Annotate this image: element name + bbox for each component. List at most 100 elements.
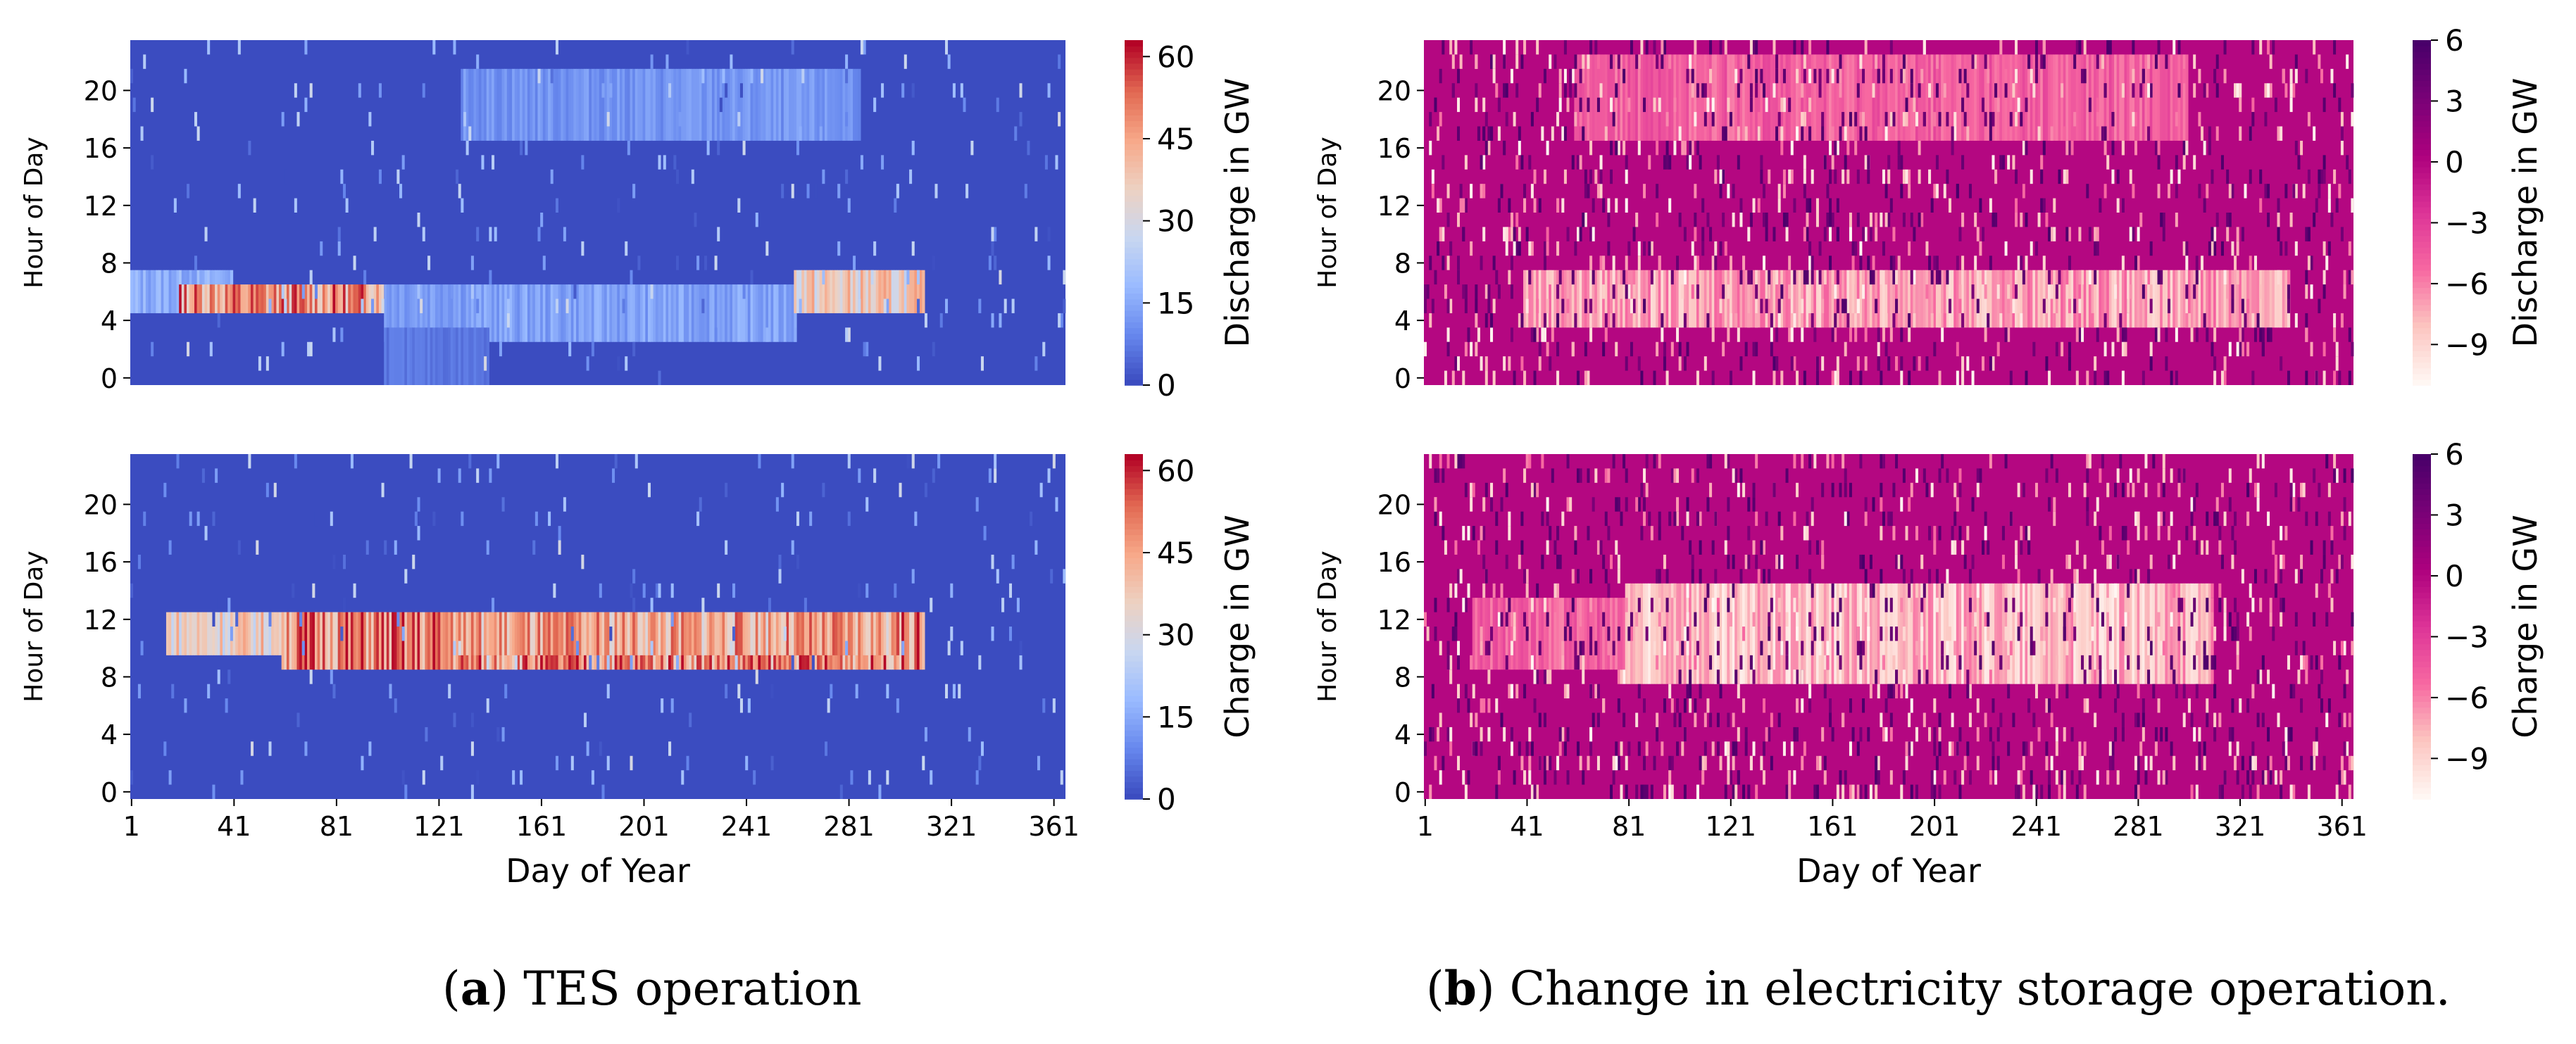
heatmap-cell	[1034, 540, 1038, 555]
heatmap-cell	[2050, 54, 2053, 141]
heatmap-cell	[2088, 97, 2092, 113]
heatmap-cell	[2073, 627, 2077, 641]
heatmap-cell	[1918, 169, 1921, 184]
heatmap-cell	[970, 140, 974, 156]
heatmap-cell	[868, 770, 871, 785]
heatmap-cell	[2009, 583, 2013, 684]
heatmap-cell	[930, 598, 933, 612]
heatmap-cell	[1497, 755, 1501, 771]
heatmap-cell	[1785, 270, 1789, 328]
heatmap-cell	[1689, 54, 1692, 141]
heatmap-cell	[1908, 313, 1911, 328]
heatmap-cell	[1617, 497, 1620, 512]
heatmap-cell	[2020, 256, 2023, 270]
heatmap-cell	[1815, 213, 1819, 227]
heatmap-cell	[2226, 169, 2230, 184]
heatmap-cell	[1859, 727, 1863, 742]
heatmap-cell	[1576, 569, 1580, 584]
heatmap-cell	[453, 612, 456, 670]
heatmap-cell	[512, 68, 515, 141]
heatmap-cell	[1900, 583, 1903, 684]
heatmap-cell	[2315, 511, 2318, 527]
heatmap-cell	[799, 68, 802, 141]
heatmap-cell	[1497, 612, 1501, 627]
heatmap-cell	[1933, 669, 1937, 684]
heatmap-cell	[2259, 669, 2263, 684]
heatmap-cell	[2137, 526, 2140, 541]
heatmap-cell	[1815, 540, 1819, 555]
heatmap-cell	[1480, 698, 1483, 713]
heatmap-cell	[1716, 583, 1720, 684]
heatmap-cell	[1627, 627, 1631, 641]
heatmap-cell	[194, 612, 198, 655]
heatmap-cell	[1691, 270, 1694, 328]
heatmap-cell	[1008, 627, 1012, 641]
heatmap-cell	[2142, 54, 2146, 141]
heatmap-cell	[814, 68, 818, 141]
heatmap-cell	[1897, 54, 1901, 141]
heatmap-cell	[371, 612, 375, 670]
heatmap-cell	[694, 68, 697, 141]
heatmap-cell	[655, 284, 659, 342]
heatmap-cell	[1482, 598, 1486, 670]
heatmap-cell	[1546, 298, 1549, 313]
heatmap-cell	[312, 284, 315, 313]
heatmap-cell	[1668, 54, 1672, 69]
heatmap-cell	[540, 612, 544, 655]
heatmap-cell	[1958, 583, 1962, 684]
heatmap-cell	[1989, 256, 1992, 270]
heatmap-cell	[2256, 497, 2260, 512]
heatmap-cell	[537, 68, 541, 141]
heatmap-cell	[1701, 270, 1705, 328]
heatmap-cell	[2162, 54, 2165, 141]
heatmap-cell	[2318, 54, 2321, 69]
colorbar-segment	[2413, 322, 2431, 329]
heatmap-cell	[2203, 313, 2206, 328]
heatmap-cell	[1686, 54, 1689, 141]
heatmap-cell	[1437, 198, 1440, 213]
heatmap-cell	[292, 583, 295, 598]
heatmap-cell	[2017, 256, 2020, 270]
heatmap-cell	[1490, 497, 1494, 512]
heatmap-cell	[2058, 583, 2061, 684]
heatmap-cell	[2106, 40, 2110, 55]
heatmap-cell	[1587, 97, 1590, 113]
heatmap-cell	[2274, 97, 2277, 113]
heatmap-cell	[632, 184, 636, 199]
heatmap-cell	[1889, 256, 1893, 270]
heatmap-cell	[711, 68, 715, 141]
heatmap-cell	[1884, 112, 1888, 127]
heatmap-cell	[450, 612, 454, 670]
heatmap-cell	[1518, 313, 1521, 328]
heatmap-cell	[1933, 270, 1937, 328]
heatmap-cell	[1849, 213, 1852, 227]
heatmap-cell	[1752, 270, 1756, 328]
heatmap-cell	[1686, 497, 1689, 512]
heatmap-cell	[1902, 213, 1906, 227]
heatmap-cell	[827, 612, 830, 655]
heatmap-cell	[1429, 784, 1432, 799]
heatmap-cell	[1836, 54, 1840, 141]
heatmap-cell	[1722, 270, 1725, 328]
heatmap-cell	[2068, 256, 2071, 270]
heatmap-cell	[1905, 583, 1908, 684]
heatmap-cell	[1525, 627, 1529, 641]
heatmap-cell	[2119, 313, 2122, 328]
heatmap-cell	[1811, 583, 1814, 684]
heatmap-cell	[1475, 298, 1478, 313]
heatmap-cell	[1431, 169, 1434, 184]
heatmap-cell	[1839, 770, 1842, 785]
heatmap-cell	[1732, 270, 1735, 328]
heatmap-cell	[1579, 227, 1582, 241]
heatmap-cell	[2284, 727, 2288, 742]
heatmap-cell	[2032, 341, 2036, 357]
heatmap-cell	[509, 284, 513, 342]
heatmap-cell	[1859, 655, 1863, 670]
heatmap-cell	[215, 468, 218, 483]
heatmap-cell	[2241, 227, 2244, 241]
heatmap-cell	[681, 770, 684, 785]
heatmap-cell	[1525, 298, 1529, 313]
heatmap-cell	[1703, 356, 1707, 371]
heatmap-cell	[486, 540, 489, 555]
heatmap-cell	[563, 227, 566, 241]
